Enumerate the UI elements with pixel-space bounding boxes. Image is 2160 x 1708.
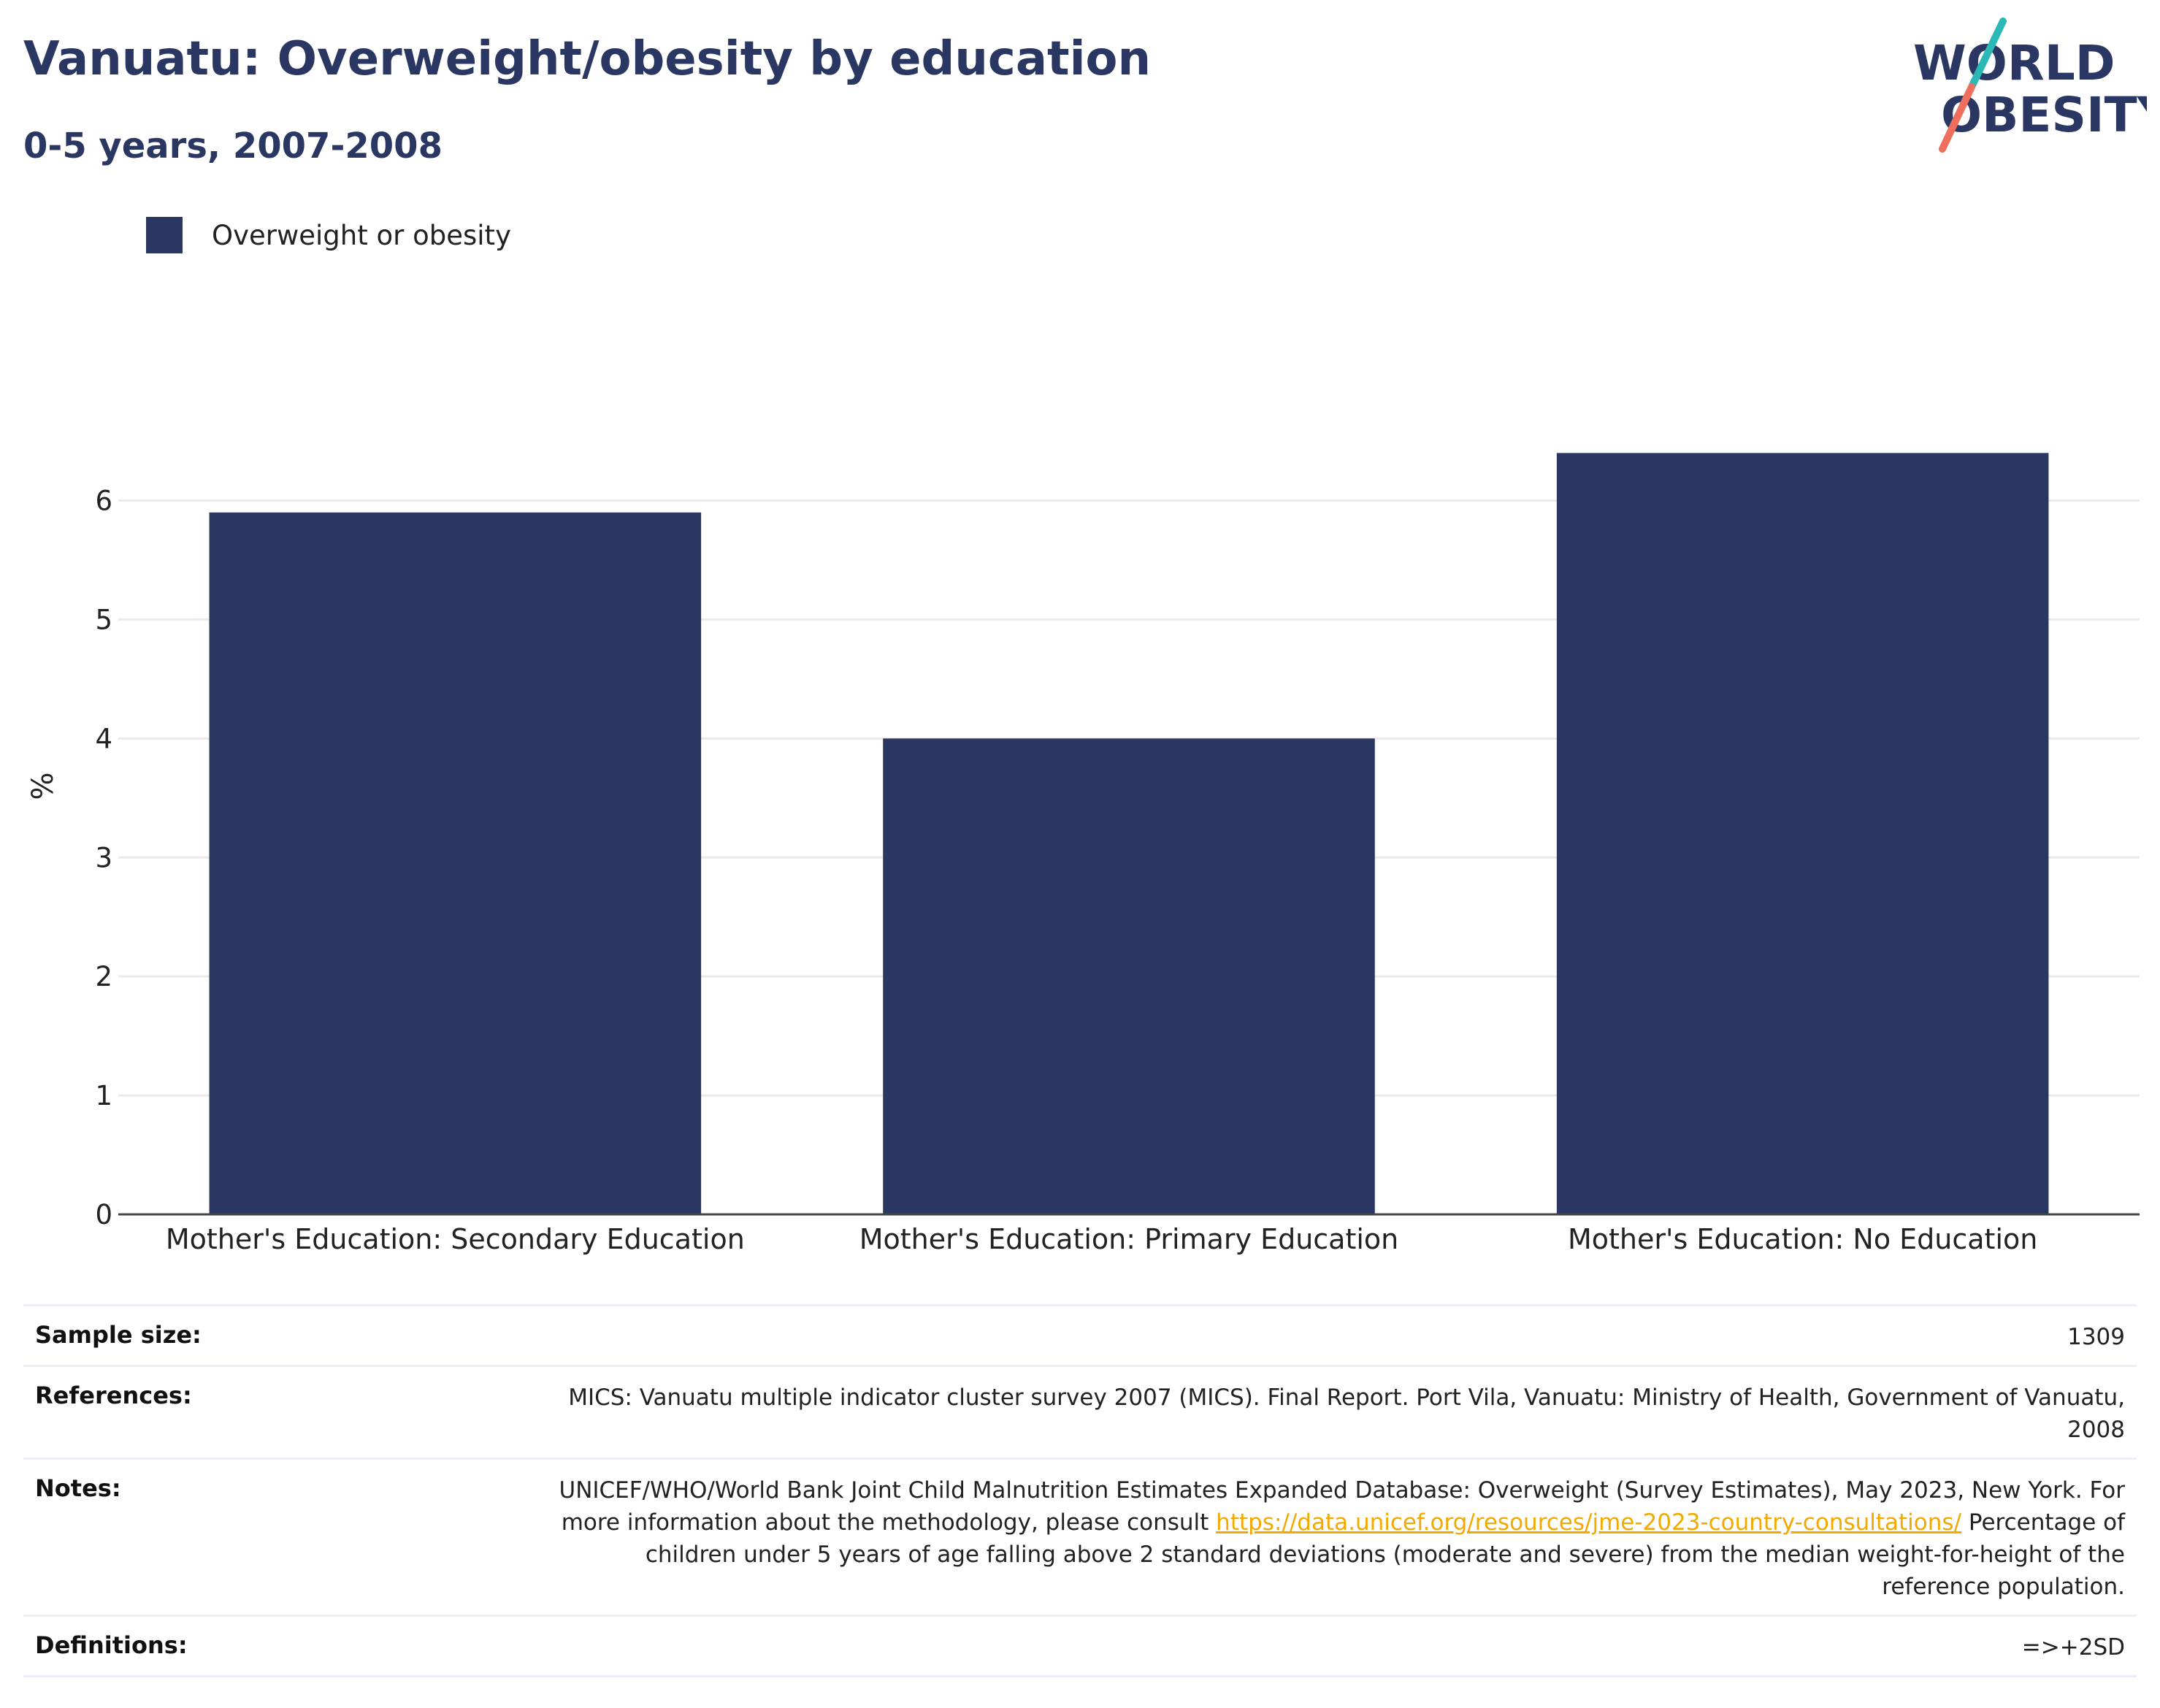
- legend-swatch: [146, 217, 183, 253]
- bar: [1556, 453, 2049, 1215]
- chart-subtitle: 0-5 years, 2007-2008: [23, 126, 443, 166]
- y-tick-label: 6: [95, 486, 112, 517]
- info-row-sample-size: Sample size: 1309: [23, 1304, 2137, 1365]
- y-tick-label: 4: [95, 723, 112, 754]
- chart-title: Vanuatu: Overweight/obesity by education: [23, 32, 1152, 86]
- x-tick-label: Mother's Education: No Education: [1568, 1223, 2037, 1255]
- sample-size-value: 1309: [2067, 1324, 2125, 1350]
- bar-chart: 0 1 2 3 4 5 6% Mother's Education: Secondary Ed…: [26, 453, 2140, 1255]
- world-obesity-logo: WORLD OBESITY: [1913, 18, 2147, 153]
- notes-label: Notes:: [35, 1474, 121, 1503]
- y-tick-label: 0: [95, 1199, 112, 1230]
- info-table: Sample size: 1309 References: MICS: Vanu…: [23, 1304, 2137, 1678]
- bar: [883, 738, 1375, 1214]
- info-row-notes: Notes: UNICEF/WHO/World Bank Joint Child…: [23, 1458, 2137, 1615]
- x-tick-label: Mother's Education: Secondary Education: [166, 1223, 745, 1255]
- y-tick-label: 2: [95, 961, 112, 992]
- sample-size-label: Sample size:: [35, 1321, 202, 1349]
- info-row-definitions: Definitions: =>+2SD: [23, 1615, 2137, 1678]
- notes-methodology-link[interactable]: https://data.unicef.org/resources/jme-20…: [1216, 1509, 1962, 1536]
- y-tick-label: 1: [95, 1080, 112, 1111]
- notes-text-after-link: Percentage of children under 5 years of …: [645, 1509, 2125, 1601]
- logo-word-world: WORLD: [1913, 35, 2115, 91]
- bar: [209, 512, 702, 1214]
- y-tick-label: 5: [95, 604, 112, 635]
- y-axis-title: %: [26, 772, 60, 800]
- logo-word-obesity: OBESITY: [1941, 87, 2147, 143]
- x-tick-label: Mother's Education: Primary Education: [859, 1223, 1399, 1255]
- logo-slash-top: [1968, 18, 2007, 91]
- references-label: References:: [35, 1382, 192, 1410]
- legend[interactable]: Overweight or obesity: [146, 216, 511, 254]
- references-value: MICS: Vanuatu multiple indicator cluster…: [568, 1385, 2125, 1444]
- y-tick-label: 3: [95, 842, 112, 873]
- logo-slash-bottom: [1939, 83, 1975, 153]
- definitions-label: Definitions:: [35, 1631, 188, 1660]
- notes-value: UNICEF/WHO/World Bank Joint Child Malnut…: [533, 1474, 2126, 1603]
- legend-label: Overweight or obesity: [212, 219, 511, 251]
- notes-text-before-link: UNICEF/WHO/World Bank Joint Child Malnut…: [559, 1477, 2126, 1536]
- info-row-references: References: MICS: Vanuatu multiple indic…: [23, 1365, 2137, 1458]
- definitions-value: =>+2SD: [2021, 1634, 2125, 1661]
